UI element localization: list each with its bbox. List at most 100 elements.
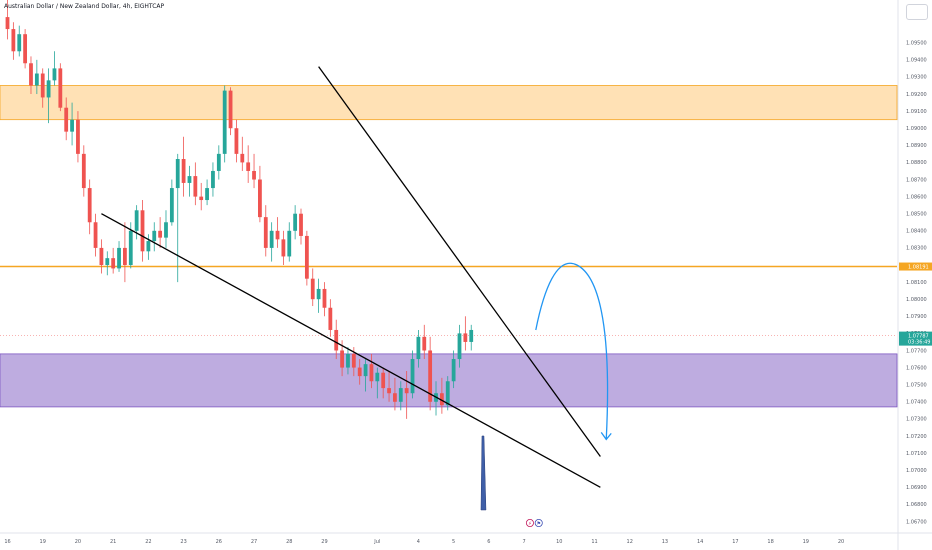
candle[interactable] [263,217,268,248]
candle[interactable] [211,170,215,189]
candle[interactable] [445,381,450,406]
candle[interactable] [58,68,63,108]
candle[interactable] [363,364,368,377]
candle[interactable] [199,196,204,201]
candle[interactable] [111,258,116,269]
annotation-spike [480,435,487,511]
candle[interactable] [340,350,344,368]
candle[interactable] [375,372,380,382]
current-price-tag [899,331,932,346]
candle[interactable] [205,188,209,201]
candle[interactable] [410,359,415,394]
candle[interactable] [469,329,474,342]
candle[interactable] [23,34,28,64]
candle[interactable] [228,90,233,129]
time-tick-label: 20 [75,539,81,545]
candle[interactable] [76,119,80,154]
candle[interactable] [293,213,298,231]
candle[interactable] [134,210,139,231]
candle[interactable] [281,239,286,257]
projection-arc[interactable] [535,262,609,440]
candle[interactable] [240,153,245,163]
candle[interactable] [357,367,362,377]
candle[interactable] [52,68,57,81]
candle[interactable] [269,230,274,248]
candle[interactable] [117,247,121,269]
candle[interactable] [29,63,33,86]
candle[interactable] [87,188,92,223]
candle[interactable] [81,153,86,189]
candle[interactable] [351,353,356,368]
time-tick-label: 26 [216,539,222,545]
candle[interactable] [334,329,339,351]
upper-trend-line[interactable] [318,66,601,457]
candle[interactable] [310,278,315,300]
candle[interactable] [393,393,397,402]
price-tick-label: 1.08000 [906,297,927,303]
candle[interactable] [381,372,386,389]
candle[interactable] [152,230,157,242]
candle[interactable] [216,153,221,171]
chart-settings-button[interactable] [906,4,928,20]
time-tick-label: 10 [556,539,562,545]
flag-icon-glyph: ⚑ [536,521,540,527]
candle[interactable] [328,307,333,330]
lower-trend-line[interactable] [101,213,601,488]
lightning-icon[interactable] [525,519,534,528]
candle[interactable] [246,162,251,171]
candle[interactable] [64,107,69,132]
candle[interactable] [140,210,145,252]
candle[interactable] [40,73,45,98]
candle[interactable] [299,213,303,236]
candle[interactable] [193,176,198,197]
resistance-zone[interactable] [0,85,898,121]
candle[interactable] [258,179,262,218]
candle[interactable] [387,388,391,394]
candle[interactable] [304,235,309,279]
candle[interactable] [105,258,110,265]
candle[interactable] [187,176,192,183]
time-tick-label: Jul [373,539,380,545]
candle[interactable] [416,336,421,360]
level-price-tag [899,262,932,271]
candle[interactable] [46,80,51,98]
candle[interactable] [181,159,186,183]
time-tick-label: 5 [452,539,455,545]
price-tick-label: 1.08600 [906,194,927,200]
candle[interactable] [398,388,403,402]
candle[interactable] [369,364,374,382]
candle[interactable] [164,222,168,238]
candle[interactable] [463,333,468,342]
candle[interactable] [451,359,456,382]
candle[interactable] [158,230,163,238]
candle[interactable] [70,119,74,132]
candle[interactable] [146,241,151,252]
candle[interactable] [99,247,104,265]
candle[interactable] [404,388,409,394]
candle[interactable] [34,73,39,86]
candle[interactable] [17,34,22,52]
candle[interactable] [457,333,462,360]
candle[interactable] [287,230,292,257]
candle[interactable] [5,17,10,30]
candle[interactable] [123,247,127,265]
time-tick-label: 17 [732,539,738,545]
candle[interactable] [428,350,433,402]
candle[interactable] [422,336,427,351]
candle[interactable] [222,90,227,154]
candle[interactable] [128,230,133,265]
candle[interactable] [439,393,444,406]
candle[interactable] [346,353,350,368]
candle[interactable] [11,29,16,52]
flag-icon[interactable] [534,519,543,528]
candle[interactable] [275,230,280,240]
candle[interactable] [316,288,321,300]
candle[interactable] [322,288,327,308]
candle[interactable] [93,222,98,248]
candle[interactable] [169,188,174,223]
candle[interactable] [252,170,256,180]
candle[interactable] [175,159,180,189]
candle[interactable] [234,128,239,154]
